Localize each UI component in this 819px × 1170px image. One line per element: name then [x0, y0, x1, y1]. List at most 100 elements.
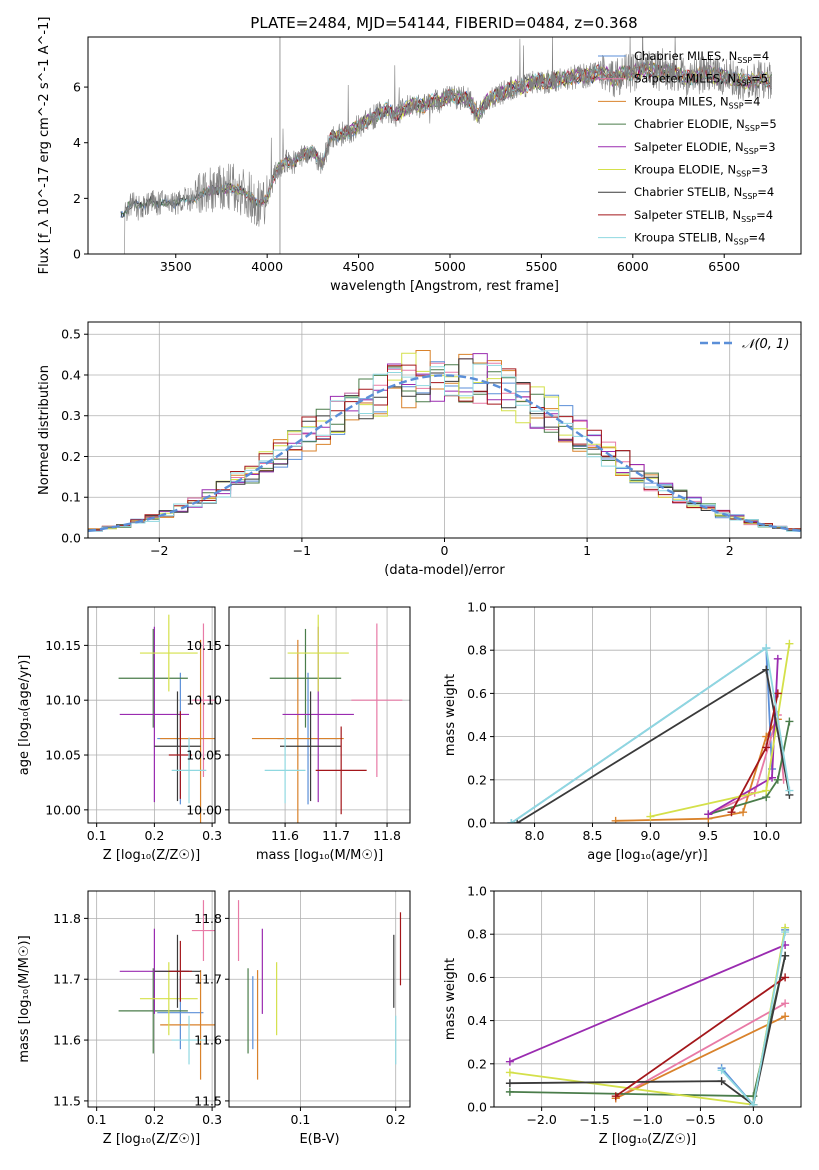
chart-spectrum: 3500 4000 4500 5000 5500 6000 6500 0 2 4 6 waveleng…: [37, 17, 802, 294]
y-tick-label: 0: [73, 247, 81, 262]
y-tick-label: 10.05: [45, 748, 81, 763]
y-axis-label: mass weight: [443, 674, 458, 756]
x-tick-label: 3500: [160, 259, 192, 274]
x-tick-label: −2.0: [526, 1112, 556, 1127]
chart-weight_vs_Z: −2.0 −1.5 −1.0 −0.5 0.0 0.0 0.2 0.4 0.6 0.8 1.0 Z […: [443, 884, 802, 1147]
x-tick-label: 0.3: [202, 1112, 222, 1127]
weight-point-marker: [762, 786, 771, 795]
plot-area-spectrum: [120, 37, 772, 254]
weight-point-marker: [507, 819, 516, 823]
legend-entry: Chabrier MILES, NSSP=4: [634, 49, 769, 65]
x-axis-label: Z [log₁₀(Z/Z☉)]: [103, 848, 200, 863]
legend-entry: Salpeter STELIB, NSSP=4: [634, 208, 773, 224]
plot-area-age_vs_mass: [251, 614, 403, 823]
y-tick-label: 1.0: [467, 600, 487, 615]
axes-frame: [87, 321, 802, 539]
y-tick-label: 0.1: [61, 490, 81, 505]
y-tick-label: 11.6: [53, 1033, 81, 1048]
legend-entry: Chabrier STELIB, NSSP=4: [634, 185, 774, 201]
axes-frame: [228, 606, 411, 824]
axes-frame: [87, 890, 216, 1108]
x-tick-label: 4000: [251, 259, 283, 274]
weight-point-marker: [513, 819, 522, 823]
chart-age_vs_Z: 0.1 0.2 0.3 10.00 10.05 10.10 10.15 Z [log₁₀(Z/…: [17, 606, 222, 863]
weight-point-marker: [773, 775, 782, 784]
plot-area-weight_vs_age: [507, 639, 794, 823]
weight-point-marker: [762, 644, 771, 653]
y-tick-label: 2: [73, 191, 81, 206]
weight-point-marker: [768, 773, 777, 782]
weight-point-marker: [762, 743, 771, 752]
y-tick-label: 0.2: [467, 1056, 487, 1071]
x-tick-label: 9.0: [640, 828, 660, 843]
y-tick-label: 0.4: [467, 1013, 487, 1028]
x-tick-label: −1.0: [632, 1112, 662, 1127]
x-tick-label: 11.6: [271, 828, 299, 843]
y-tick-label: 0.5: [61, 327, 81, 342]
x-tick-label: 11.7: [322, 828, 350, 843]
weight-series-line: [516, 668, 791, 823]
y-tick-label: 11.8: [194, 911, 222, 926]
x-tick-label: 4500: [343, 259, 375, 274]
weight-series-line: [509, 955, 786, 1107]
x-tick-label: 2: [726, 543, 734, 558]
x-tick-label: 5000: [434, 259, 466, 274]
x-tick-label: 0.1: [87, 1112, 107, 1127]
y-axis-label: Flux [f_λ 10^-17 erg cm^-2 s^-1 A^-1]: [37, 17, 52, 275]
y-tick-label: 0.2: [467, 772, 487, 787]
x-tick-label: 0.2: [144, 828, 164, 843]
y-tick-label: 0.6: [467, 686, 487, 701]
x-axis-label: E(B-V): [299, 1132, 339, 1147]
weight-point-marker: [505, 1079, 514, 1088]
y-tick-label: 0.8: [467, 643, 487, 658]
y-tick-label: 11.7: [53, 972, 81, 987]
y-tick-label: 11.5: [53, 1093, 81, 1108]
y-tick-label: 10.15: [186, 638, 222, 653]
plot-area-mass_vs_ebv: [237, 900, 402, 1080]
legend-entry: Chabrier ELODIE, NSSP=5: [634, 117, 777, 133]
x-tick-label: 6500: [708, 259, 740, 274]
weight-point-marker: [505, 1087, 514, 1096]
weight-point-marker: [785, 786, 794, 795]
x-tick-label: 11.8: [373, 828, 401, 843]
x-tick-label: 0.2: [144, 1112, 164, 1127]
plot-area-age_vs_Z: [118, 614, 215, 823]
y-tick-label: 10.10: [186, 693, 222, 708]
y-tick-label: 1.0: [467, 884, 487, 899]
chart-residuals: −2 −1 0 1 2 0.0 0.1 0.2 0.3 0.4 0.5 (data-model)/er…: [37, 321, 802, 578]
x-tick-label: 0.1: [291, 1112, 311, 1127]
weight-series-line: [615, 976, 786, 1097]
axes-frame: [87, 36, 802, 255]
y-tick-label: 0.0: [61, 531, 81, 546]
x-tick-label: −0.5: [685, 1112, 715, 1127]
y-tick-label: 11.5: [194, 1093, 222, 1108]
weight-point-marker: [739, 808, 748, 817]
weight-point-marker: [781, 951, 790, 960]
x-axis-label: age [log₁₀(age/yr)]: [587, 848, 708, 863]
x-axis-label: wavelength [Angstrom, rest frame]: [330, 279, 559, 294]
y-tick-label: 0.4: [61, 367, 81, 382]
legend-entry: 𝒩(0, 1): [742, 337, 789, 352]
chart-mass_vs_Z: 0.1 0.2 0.3 11.5 11.6 11.7 11.8 Z [log₁₀(Z/Z☉)]…: [17, 890, 222, 1147]
y-tick-label: 6: [73, 80, 81, 95]
weight-point-marker: [785, 717, 794, 726]
y-tick-label: 0.6: [467, 970, 487, 985]
chart-age_vs_mass: 11.6 11.7 11.8 10.00 10.05 10.10 10.15 mass [lo…: [186, 606, 411, 863]
y-axis-label: age [log₁₀(age/yr)]: [17, 655, 32, 776]
x-tick-label: 0.0: [743, 1112, 763, 1127]
legend-entry: Kroupa ELODIE, NSSP=3: [634, 163, 768, 179]
legend-entry: Kroupa STELIB, NSSP=4: [634, 231, 765, 247]
weight-point-marker: [505, 1057, 514, 1066]
y-tick-label: 10.05: [186, 748, 222, 763]
y-axis-label: mass weight: [443, 958, 458, 1040]
x-axis-label: mass [log₁₀(M/M☉)]: [256, 848, 383, 863]
weight-point-marker: [749, 1100, 758, 1107]
weight-point-marker: [704, 810, 713, 819]
weight-point-marker: [781, 1012, 790, 1021]
plot-area-mass_vs_Z: [118, 900, 215, 1080]
x-tick-label: 8.5: [583, 828, 603, 843]
x-tick-label: 8.0: [525, 828, 545, 843]
y-axis-label: Normed distribution: [37, 365, 52, 495]
weight-point-marker: [781, 928, 790, 937]
